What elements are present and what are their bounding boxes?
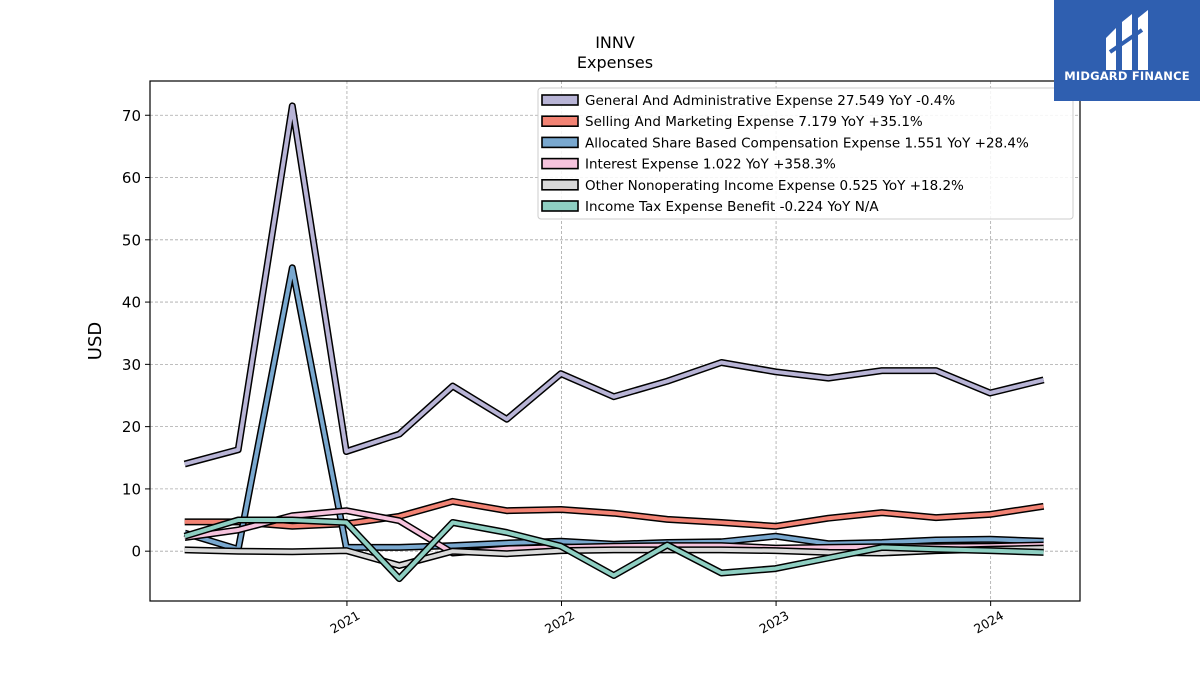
- y-tick-label: 30: [122, 356, 141, 374]
- series-2: [183, 264, 1044, 553]
- y-tick-label: 60: [122, 169, 141, 187]
- legend-swatch: [541, 200, 579, 212]
- plot-lines: [183, 102, 1045, 583]
- legend-label: Selling And Marketing Expense 7.179 YoY …: [585, 114, 923, 130]
- legend-swatch: [541, 94, 579, 106]
- x-tick-label: 2022: [542, 608, 577, 637]
- legend-label: Other Nonoperating Income Expense 0.525 …: [585, 178, 964, 194]
- legend-label: General And Administrative Expense 27.54…: [585, 93, 955, 109]
- logo-mark-icon: [1106, 10, 1148, 70]
- series-line: [184, 103, 1045, 466]
- series-5: [183, 516, 1044, 583]
- series-line: [184, 518, 1044, 581]
- legend-swatch: [541, 157, 579, 170]
- series-0: [183, 102, 1045, 468]
- y-tick-label: 10: [122, 480, 141, 498]
- legend-box: [537, 87, 1074, 220]
- series-line-outline: [183, 264, 1044, 553]
- y-tick-label: 20: [122, 418, 141, 436]
- brand-logo: MIDGARD FINANCE: [1054, 0, 1200, 101]
- y-tick-label: 40: [122, 294, 141, 312]
- legend-swatch: [541, 179, 579, 191]
- legend-label: Interest Expense 1.022 YoY +358.3%: [585, 157, 836, 173]
- y-axis-label: USD: [85, 322, 106, 360]
- y-tick-label: 50: [122, 231, 141, 249]
- plot-frame: [149, 80, 1081, 602]
- legend-label: Income Tax Expense Benefit -0.224 YoY N/…: [585, 199, 879, 215]
- x-tick-label: 2023: [757, 608, 792, 637]
- legend-label: Allocated Share Based Compensation Expen…: [585, 135, 1029, 151]
- chart-subtitle: Expenses: [577, 53, 653, 72]
- x-axis: 2021 2022 2023 2024: [327, 601, 1006, 637]
- x-tick-label: 2021: [327, 608, 362, 637]
- legend: General And Administrative Expense 27.54…: [537, 87, 1074, 220]
- series-line: [184, 265, 1044, 552]
- legend-swatch: [541, 136, 579, 149]
- legend-swatch: [541, 115, 579, 127]
- chart-title: INNV: [595, 33, 635, 52]
- y-axis: 0 10 20 30 40 50 60 70: [122, 107, 150, 561]
- y-tick-label: 70: [122, 107, 141, 125]
- y-tick-label: 0: [131, 543, 141, 561]
- x-tick-label: 2024: [971, 608, 1006, 637]
- series-line: [184, 546, 1044, 568]
- series-4: [184, 544, 1044, 569]
- logo-text: MIDGARD FINANCE: [1064, 69, 1190, 83]
